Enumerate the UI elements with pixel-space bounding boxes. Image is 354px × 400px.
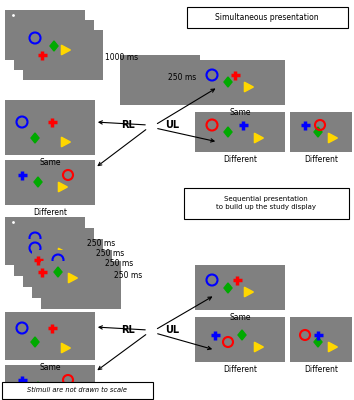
Bar	[5, 160, 95, 205]
Polygon shape	[224, 77, 232, 87]
Polygon shape	[34, 177, 42, 187]
Polygon shape	[31, 337, 39, 347]
Bar	[195, 265, 285, 310]
Bar	[5, 100, 95, 155]
Text: Stimuli are not drawn to scale: Stimuli are not drawn to scale	[27, 387, 127, 393]
Text: UL: UL	[165, 120, 179, 130]
Text: 250 ms: 250 ms	[105, 260, 133, 268]
Polygon shape	[224, 283, 232, 293]
Bar	[14, 228, 94, 276]
FancyBboxPatch shape	[187, 6, 348, 28]
Polygon shape	[31, 133, 39, 143]
Text: 250 ms: 250 ms	[114, 270, 142, 280]
Bar	[5, 312, 95, 360]
Bar	[290, 317, 352, 362]
Text: Same: Same	[39, 158, 61, 167]
Bar	[5, 217, 85, 265]
Text: Same: Same	[39, 363, 61, 372]
Polygon shape	[314, 337, 322, 347]
Text: Different: Different	[223, 365, 257, 374]
Polygon shape	[329, 342, 337, 352]
Polygon shape	[255, 342, 263, 352]
Text: 250 ms: 250 ms	[87, 238, 115, 248]
Bar	[41, 261, 121, 309]
Polygon shape	[58, 248, 67, 258]
Bar	[23, 239, 103, 287]
Bar	[14, 20, 94, 70]
Bar	[32, 250, 112, 298]
Bar	[5, 365, 95, 400]
Bar	[195, 60, 285, 105]
Bar	[195, 317, 285, 362]
Bar	[290, 112, 352, 152]
Bar	[195, 112, 285, 152]
Text: Simultaneous presentation: Simultaneous presentation	[215, 12, 319, 22]
Text: RL: RL	[121, 325, 135, 335]
Polygon shape	[61, 45, 70, 55]
Polygon shape	[50, 41, 58, 51]
Bar	[23, 30, 103, 80]
Text: 250 ms: 250 ms	[96, 248, 124, 258]
Text: Different: Different	[223, 155, 257, 164]
Polygon shape	[255, 133, 263, 143]
Polygon shape	[244, 287, 253, 297]
Text: Sequential presentation
to build up the study display: Sequential presentation to build up the …	[216, 196, 316, 210]
Text: Different: Different	[304, 155, 338, 164]
Polygon shape	[314, 127, 322, 137]
Text: 1000 ms: 1000 ms	[105, 52, 138, 62]
Text: Same: Same	[229, 108, 251, 117]
FancyBboxPatch shape	[183, 188, 348, 218]
Polygon shape	[54, 267, 62, 277]
Polygon shape	[58, 182, 67, 192]
Text: 250 ms: 250 ms	[168, 74, 196, 82]
Text: Different: Different	[33, 208, 67, 217]
Polygon shape	[34, 382, 42, 392]
FancyBboxPatch shape	[1, 382, 153, 398]
Bar	[120, 55, 200, 105]
Text: Different: Different	[304, 365, 338, 374]
Polygon shape	[58, 387, 67, 397]
Text: Same: Same	[229, 313, 251, 322]
Bar	[5, 10, 85, 60]
Polygon shape	[238, 330, 246, 340]
Text: RL: RL	[121, 120, 135, 130]
Polygon shape	[244, 82, 253, 92]
Polygon shape	[224, 127, 232, 137]
Polygon shape	[61, 137, 70, 147]
Polygon shape	[61, 343, 70, 353]
Polygon shape	[68, 273, 78, 283]
Text: UL: UL	[165, 325, 179, 335]
Polygon shape	[329, 133, 337, 143]
